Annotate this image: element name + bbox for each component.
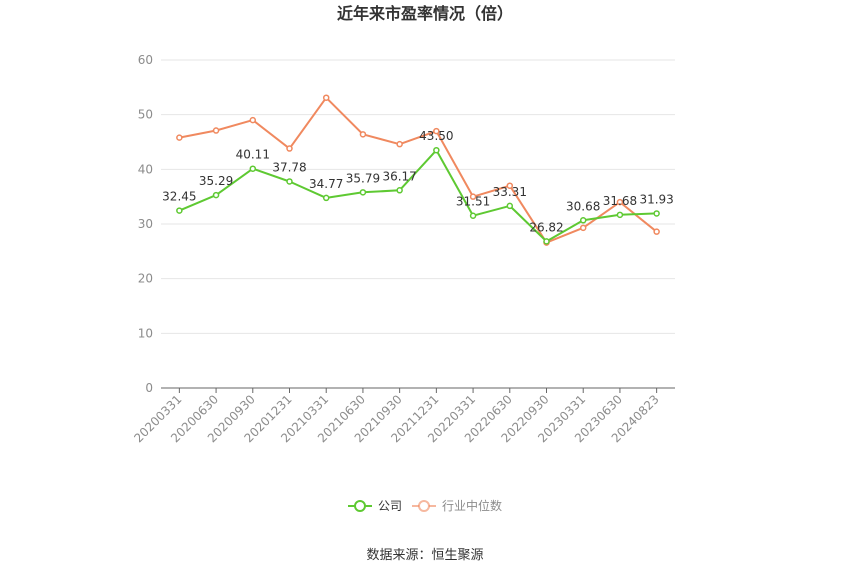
grid-lines [161,59,675,334]
y-axis: 0 10 20 30 40 50 60 [138,53,153,395]
data-label: 37.78 [272,160,306,174]
data-point-company[interactable] [543,238,550,245]
data-point-industry-median[interactable] [359,131,367,138]
y-tick-label: 60 [138,53,153,67]
legend-marker-industry-median [418,500,430,512]
data-point-company[interactable] [653,210,660,217]
series-layer [176,94,660,246]
data-point-company[interactable] [506,202,514,210]
data-label: 30.68 [566,199,600,213]
data-point-industry-median[interactable] [579,224,587,232]
data-point-company[interactable] [579,217,587,224]
data-point-company[interactable] [359,189,367,196]
y-tick-label: 20 [138,272,153,286]
data-point-company[interactable] [433,146,440,154]
data-point-industry-median[interactable] [176,134,183,141]
y-tick-label: 30 [138,217,153,231]
y-tick-label: 0 [145,381,153,395]
y-tick-label: 10 [138,326,153,340]
series-line-industry-median [179,96,658,244]
data-point-industry-median[interactable] [212,127,220,134]
data-label: 43.50 [419,129,453,143]
data-label: 35.79 [346,171,380,185]
legend: 公司 行业中位数 [348,498,502,513]
data-label: 31.93 [639,192,673,206]
data-point-company[interactable] [469,212,477,219]
data-point-industry-median[interactable] [433,127,440,135]
series-line-company [179,149,657,243]
data-point-industry-median[interactable] [469,193,477,200]
data-source: 数据来源：恒生聚源 [366,548,483,563]
legend-label-company: 公司 [378,499,402,513]
data-label: 26.82 [529,220,563,234]
data-point-industry-median[interactable] [396,140,403,148]
data-label: 34.77 [309,177,343,191]
data-point-company[interactable] [396,187,403,194]
data-point-company[interactable] [212,191,220,199]
data-label: 33.31 [493,185,527,199]
y-tick-label: 50 [138,108,153,122]
data-point-company[interactable] [322,194,330,202]
x-axis: 2020033120200630202009302020123120210331… [131,387,675,445]
data-label: 35.29 [199,174,233,188]
legend-item-industry-median[interactable]: 行业中位数 [412,498,502,513]
legend-marker-company [354,500,366,512]
data-point-company[interactable] [176,207,183,214]
data-point-company[interactable] [286,178,293,185]
data-label: 32.45 [162,190,196,204]
y-tick-label: 40 [138,162,153,176]
chart-title: 近年来市盈率情况（倍） [337,4,513,23]
data-point-industry-median[interactable] [286,145,293,152]
data-point-industry-median[interactable] [249,116,257,124]
data-point-company[interactable] [616,211,624,219]
data-point-industry-median[interactable] [616,198,624,206]
data-point-company[interactable] [249,165,257,172]
data-point-industry-median[interactable] [506,182,514,189]
data-label: 31.51 [456,195,490,209]
data-label: 31.68 [603,194,637,208]
data-point-industry-median[interactable] [653,228,660,235]
legend-item-company[interactable]: 公司 [348,499,402,513]
data-label: 40.11 [236,148,270,162]
legend-label-industry-median: 行业中位数 [442,498,502,513]
data-point-industry-median[interactable] [322,94,330,101]
data-label: 36.17 [382,169,416,183]
